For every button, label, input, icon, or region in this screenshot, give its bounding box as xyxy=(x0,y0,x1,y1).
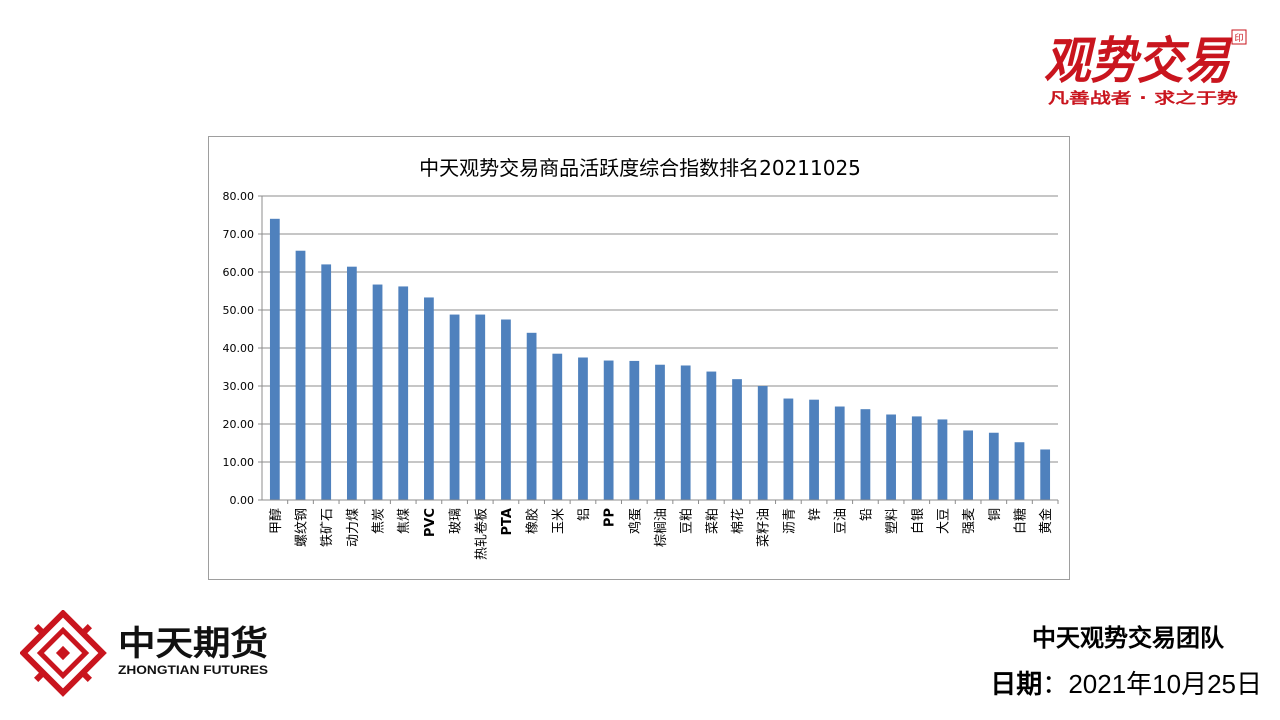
bar xyxy=(963,430,974,500)
bar xyxy=(269,218,280,501)
bar xyxy=(706,371,717,500)
bar xyxy=(346,266,357,500)
x-tick-label: 动力煤 xyxy=(346,508,361,547)
axes xyxy=(261,196,1059,504)
x-tick-label: 棉花 xyxy=(730,508,746,534)
x-tick-label: 大豆 xyxy=(936,508,951,534)
bar xyxy=(860,409,871,500)
seal-text: 印 xyxy=(1234,32,1243,44)
x-tick-label: 甲醇 xyxy=(268,508,284,534)
bar xyxy=(475,314,486,500)
x-tick-label: PP xyxy=(603,508,618,527)
zhongtian-futures-logo: 中天期货 ZHONGTIAN FUTURES xyxy=(20,610,268,697)
x-tick-label: 铝 xyxy=(577,508,592,521)
x-tick-label: 螺纹钢 xyxy=(295,508,310,547)
x-tick-label: 热轧卷板 xyxy=(473,508,489,560)
bar xyxy=(526,332,537,500)
company-name-cn: 中天期货 xyxy=(118,624,268,664)
bar xyxy=(424,297,434,500)
y-tick-label: 10.00 xyxy=(223,456,255,469)
date-value: 2021年10月25日 xyxy=(1068,669,1262,699)
y-tick-label: 30.00 xyxy=(223,380,255,393)
bar xyxy=(937,419,948,500)
bar xyxy=(1014,442,1025,500)
bar xyxy=(372,284,383,500)
x-tick-label: 铁矿石 xyxy=(320,508,335,547)
x-tick-label: 塑料 xyxy=(885,508,900,534)
x-tick-label: PTA xyxy=(500,508,515,535)
x-tick-label: 白银 xyxy=(910,508,926,534)
seal-stamp xyxy=(1231,29,1247,45)
chart-frame: 中天观势交易商品活跃度综合指数排名20211025 0.00 10.00 20.00… xyxy=(208,136,1070,580)
bar xyxy=(449,314,460,500)
bars xyxy=(269,218,1051,501)
bar xyxy=(629,360,640,500)
guanshi-brand-logo: 观势交易 印 凡善战者 · 求之于势 xyxy=(1044,29,1247,107)
team-name: 中天观势交易团队 xyxy=(1032,624,1224,652)
bar xyxy=(886,414,896,500)
x-tick-label: 强麦 xyxy=(962,508,977,534)
date-separator: ： xyxy=(1042,670,1069,700)
bar xyxy=(552,353,563,500)
bar xyxy=(295,250,306,500)
activity-index-bar-chart: 中天观势交易商品活跃度综合指数排名20211025 0.00 10.00 20.00… xyxy=(223,156,1059,560)
company-name-en: ZHONGTIAN FUTURES xyxy=(118,663,268,677)
x-tick-label: 鸡蛋 xyxy=(627,508,643,534)
x-tick-label: 锌 xyxy=(808,508,823,521)
x-tick-label: 黄金 xyxy=(1038,508,1054,534)
x-tick-label: 焦煤 xyxy=(397,508,412,534)
x-tick-label: 沥青 xyxy=(782,508,797,534)
x-tick-label: 豆粕 xyxy=(680,508,695,534)
x-tick-label: 菜粕 xyxy=(705,508,720,534)
bar xyxy=(732,379,742,500)
x-tick-label: 棕榈油 xyxy=(654,508,669,547)
slogan-text: 凡善战者 · 求之于势 xyxy=(1048,89,1238,107)
bar xyxy=(1040,449,1051,500)
bar xyxy=(783,398,794,500)
y-tick-label: 50.00 xyxy=(223,304,255,317)
bar xyxy=(834,406,845,500)
y-tick-labels: 0.00 10.00 20.00 30.00 40.00 50.00 60.00 70.00 8… xyxy=(223,190,255,507)
x-tick-labels: 甲醇 螺纹钢 铁矿石 动力煤 焦炭 焦煤 PVC 玻璃 热轧卷板 PTA 橡胶 玉米铝 PP 鸡蛋 棕榈油豆… xyxy=(268,508,1054,560)
x-tick-label: 铅 xyxy=(859,508,874,521)
x-tick-label: PVC xyxy=(423,508,438,537)
bar xyxy=(757,386,768,500)
y-tick-label: 60.00 xyxy=(223,266,255,279)
date-label: 日期 xyxy=(990,670,1043,700)
bar xyxy=(680,365,691,500)
y-tick-label: 70.00 xyxy=(223,228,255,241)
grid-lines xyxy=(258,195,1058,501)
bar xyxy=(398,286,409,500)
guanshi-logo-text: 观势交易 xyxy=(1044,31,1233,90)
bar xyxy=(321,264,332,500)
x-tick-label: 玻璃 xyxy=(449,508,464,534)
x-tick-label: 菜籽油 xyxy=(757,508,772,547)
zhongtian-emblem xyxy=(20,610,107,697)
y-tick-label: 40.00 xyxy=(223,342,255,355)
x-tick-label: 橡胶 xyxy=(525,508,541,534)
x-tick-label: 玉米 xyxy=(551,508,566,534)
x-tick-label: 铜 xyxy=(988,508,1003,521)
bar xyxy=(988,432,999,500)
y-tick-label: 80.00 xyxy=(223,190,255,203)
bar xyxy=(501,319,511,500)
x-tick-label: 焦炭 xyxy=(372,508,387,534)
chart-title: 中天观势交易商品活跃度综合指数排名20211025 xyxy=(419,156,861,180)
bar xyxy=(578,357,588,500)
bar xyxy=(603,360,614,500)
report-date: 日期：2021年10月25日 xyxy=(990,664,1262,701)
bar xyxy=(911,416,922,500)
bar xyxy=(809,399,819,500)
y-tick-label: 0.00 xyxy=(230,494,255,507)
x-tick-label: 白糖 xyxy=(1012,508,1028,534)
bar xyxy=(655,364,665,500)
x-tick-label: 豆油 xyxy=(834,508,849,534)
y-tick-label: 20.00 xyxy=(223,418,255,431)
